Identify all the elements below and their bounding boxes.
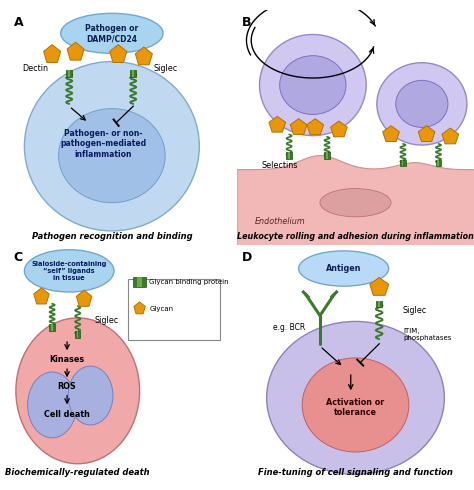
Text: Antigen: Antigen (326, 264, 361, 273)
Text: Leukocyte rolling and adhesion during inflammation: Leukocyte rolling and adhesion during in… (237, 232, 474, 242)
Ellipse shape (58, 109, 165, 203)
Polygon shape (330, 121, 347, 137)
Text: Cell death: Cell death (44, 410, 90, 419)
Bar (288, 152, 290, 159)
Bar (132, 70, 134, 77)
Text: C: C (14, 251, 23, 264)
Ellipse shape (280, 56, 346, 115)
Polygon shape (67, 42, 84, 60)
Text: Siglec: Siglec (403, 306, 427, 316)
Text: Dectin: Dectin (22, 64, 48, 73)
Bar (438, 160, 439, 166)
Bar (436, 160, 441, 166)
Ellipse shape (260, 34, 366, 136)
Bar (75, 331, 81, 338)
Text: Selectins: Selectins (262, 161, 298, 170)
Polygon shape (44, 45, 61, 63)
Bar (286, 152, 292, 159)
Bar (68, 70, 70, 77)
Text: Activation or
tolerance: Activation or tolerance (327, 397, 384, 417)
Polygon shape (134, 302, 145, 314)
Bar (324, 152, 330, 159)
Text: Pathogen- or non-
pathogen–mediated
inflammation: Pathogen- or non- pathogen–mediated infl… (60, 129, 146, 159)
Ellipse shape (25, 250, 114, 292)
Polygon shape (370, 277, 389, 295)
Text: Biochemically-regulated death: Biochemically-regulated death (5, 467, 150, 477)
Text: e.g. BCR: e.g. BCR (273, 323, 305, 332)
Text: B: B (242, 16, 251, 29)
Ellipse shape (302, 358, 409, 452)
Polygon shape (307, 119, 324, 134)
Polygon shape (136, 47, 152, 65)
Text: Pathogen recognition and binding: Pathogen recognition and binding (32, 232, 192, 242)
Polygon shape (34, 288, 49, 304)
Ellipse shape (16, 318, 140, 464)
Bar (137, 277, 142, 287)
Bar (326, 152, 328, 159)
Ellipse shape (320, 189, 391, 217)
Polygon shape (442, 128, 459, 144)
Polygon shape (383, 126, 400, 142)
Bar (49, 324, 55, 331)
Text: Pathogen or
DAMP/CD24: Pathogen or DAMP/CD24 (85, 24, 138, 43)
Ellipse shape (25, 62, 199, 231)
Polygon shape (269, 116, 286, 132)
Ellipse shape (68, 366, 113, 425)
Bar (51, 324, 53, 331)
Bar (402, 160, 403, 166)
Ellipse shape (61, 13, 163, 53)
Polygon shape (290, 119, 307, 134)
Polygon shape (110, 45, 127, 63)
Text: Fine-tuning of cell signaling and function: Fine-tuning of cell signaling and functi… (258, 467, 453, 477)
Bar (133, 277, 146, 287)
Text: A: A (14, 16, 23, 29)
Ellipse shape (266, 321, 444, 474)
Ellipse shape (27, 372, 77, 438)
Text: Endothelium: Endothelium (255, 217, 305, 226)
Ellipse shape (377, 63, 467, 145)
Polygon shape (237, 170, 474, 245)
Text: ROS: ROS (58, 382, 76, 391)
Text: Sialoside-containing
“self” ligands
in tissue: Sialoside-containing “self” ligands in t… (31, 261, 107, 281)
FancyBboxPatch shape (128, 279, 219, 340)
Bar (376, 300, 382, 307)
Ellipse shape (299, 251, 389, 286)
Text: Kinases: Kinases (49, 355, 85, 364)
Polygon shape (418, 126, 435, 142)
Text: Siglec: Siglec (95, 316, 119, 325)
Bar (77, 331, 78, 338)
Bar (66, 70, 72, 77)
Text: Glycan: Glycan (149, 305, 173, 312)
Bar (400, 160, 406, 166)
Text: D: D (242, 251, 252, 264)
Bar (378, 300, 380, 307)
Bar (130, 70, 136, 77)
Polygon shape (76, 290, 92, 306)
Text: Siglec: Siglec (153, 64, 177, 73)
Ellipse shape (396, 80, 448, 127)
Text: ITIM,
phosphatases: ITIM, phosphatases (403, 328, 451, 341)
Text: Glycan binding protein: Glycan binding protein (149, 279, 229, 285)
